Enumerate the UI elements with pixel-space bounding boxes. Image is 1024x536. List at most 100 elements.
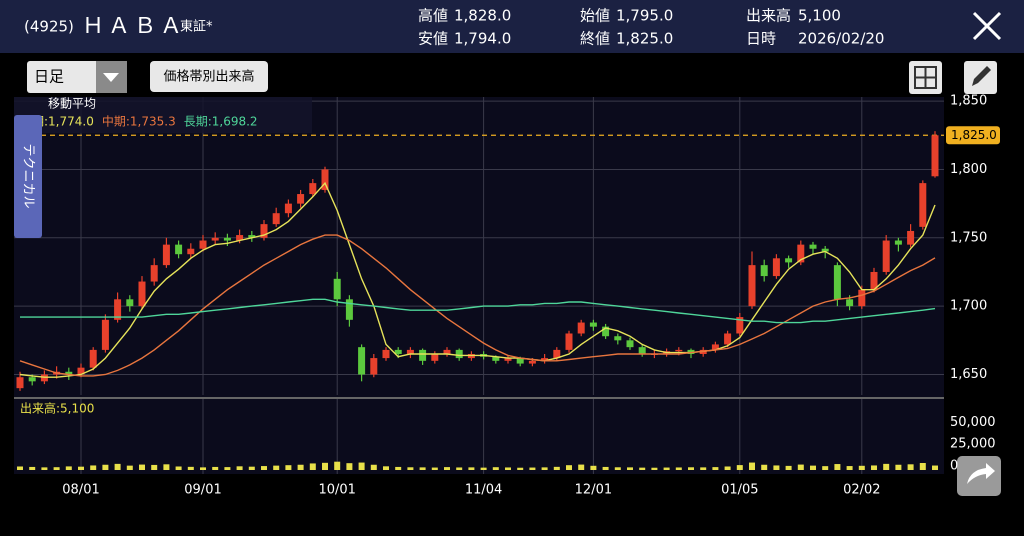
candle-body: [931, 135, 939, 177]
candle-body: [236, 235, 244, 241]
candle-body: [711, 344, 719, 350]
volume-bar: [675, 467, 682, 470]
candle-body: [89, 349, 97, 368]
candle-body: [833, 265, 841, 300]
stock-name: ＨＡＢＡ: [82, 14, 186, 39]
candle-body: [772, 258, 780, 277]
candle-body: [297, 194, 305, 204]
volume-bar: [187, 466, 194, 470]
candle-body: [28, 377, 36, 382]
candle-body: [602, 326, 610, 337]
close: 1,825.0: [616, 30, 673, 48]
technical: テクニカル: [21, 143, 36, 208]
candle-body: [406, 349, 414, 354]
y-tick-label: 1,850: [950, 94, 987, 109]
candle-body: [846, 299, 854, 307]
volume-bar: [151, 464, 158, 470]
candle-body: [492, 356, 500, 361]
candle-body: [419, 349, 427, 361]
candle-body: [528, 360, 536, 364]
candle-body: [760, 265, 768, 277]
volume-bar: [785, 465, 792, 470]
legend-box: [14, 97, 312, 133]
draw-button[interactable]: [964, 61, 997, 94]
volume-profile-button[interactable]: 価格帯別出来高: [150, 61, 268, 92]
close-button[interactable]: [972, 11, 1002, 41]
candle-body: [358, 347, 366, 375]
volume-bar: [492, 467, 499, 470]
period-dropdown[interactable]: 日足: [27, 61, 127, 93]
volume: 5,100: [798, 7, 841, 25]
candle-body: [907, 230, 915, 245]
market: 東証*: [180, 19, 213, 35]
volume-bar: [273, 465, 280, 470]
moving-average: [20, 298, 936, 324]
volume-bar: [700, 467, 707, 470]
candle-body: [577, 322, 585, 334]
volume-bar: [663, 467, 670, 470]
candle-body: [223, 237, 231, 241]
volume-bar: [590, 465, 597, 470]
volume-title: 出来高:5,100: [20, 401, 94, 416]
legend-entry: 長期:1,698.2: [184, 115, 258, 129]
high: 1,828.0: [454, 7, 511, 25]
candle-body: [821, 248, 829, 252]
y-tick-label: 1,750: [950, 230, 987, 245]
open: 1,795.0: [616, 7, 673, 25]
volume-bar: [224, 467, 231, 470]
x-tick-label: 10/01: [318, 483, 355, 498]
open-label: 始値: [580, 7, 610, 25]
volume-bar: [358, 462, 365, 470]
volume-tick-label: 25,000: [950, 437, 996, 452]
volume-bar: [407, 467, 414, 470]
volume-bar: [688, 467, 694, 470]
volume-bar: [517, 467, 524, 470]
layout-button[interactable]: [909, 61, 942, 94]
volume-bar: [139, 464, 145, 470]
volume-tick-label: 50,000: [950, 415, 996, 430]
volume-bar: [553, 466, 560, 470]
candle-body: [40, 374, 48, 382]
x-tick-label: 02/02: [843, 483, 880, 498]
candle-body: [870, 271, 878, 290]
candle-body: [882, 240, 890, 272]
share-button[interactable]: [957, 456, 1001, 496]
volume-bar: [651, 467, 658, 470]
volume-bar: [236, 466, 243, 470]
candle-body: [504, 358, 512, 361]
volume-bar: [102, 464, 109, 470]
candle-body: [211, 237, 219, 241]
candle-body: [333, 278, 341, 300]
candle-body: [65, 371, 73, 375]
volume-bar: [248, 466, 255, 470]
current-price-label: 1,825.0: [951, 128, 997, 142]
volume-bar: [468, 467, 475, 470]
volume-bar: [602, 466, 609, 470]
volume-bar: [858, 465, 865, 470]
period: 日足: [34, 68, 64, 86]
candle-body: [382, 349, 390, 359]
volume-label: 出来高: [746, 7, 791, 25]
technical-tab[interactable]: テクニカル: [14, 115, 42, 238]
close-label: 終値: [580, 30, 610, 48]
volume-bar: [53, 467, 60, 470]
candle-body: [187, 248, 195, 255]
volume-bar: [370, 464, 377, 470]
volume-panel: [14, 399, 944, 474]
x-tick-label: 08/01: [62, 483, 99, 498]
y-tick-label: 1,700: [950, 299, 987, 314]
volume-bar: [41, 467, 48, 470]
candle-body: [516, 358, 524, 364]
volume-bar: [346, 463, 353, 470]
volume-bar: [200, 467, 206, 470]
volume-bar: [480, 467, 487, 470]
marks: [16, 131, 939, 470]
volume-bar: [395, 466, 402, 470]
date: 2026/02/20: [798, 30, 884, 48]
volume-bar: [297, 464, 304, 470]
moving-average: [19, 181, 936, 378]
stock-code: (4925): [24, 18, 74, 36]
volume-bar: [65, 466, 72, 470]
candle-body: [284, 203, 292, 214]
